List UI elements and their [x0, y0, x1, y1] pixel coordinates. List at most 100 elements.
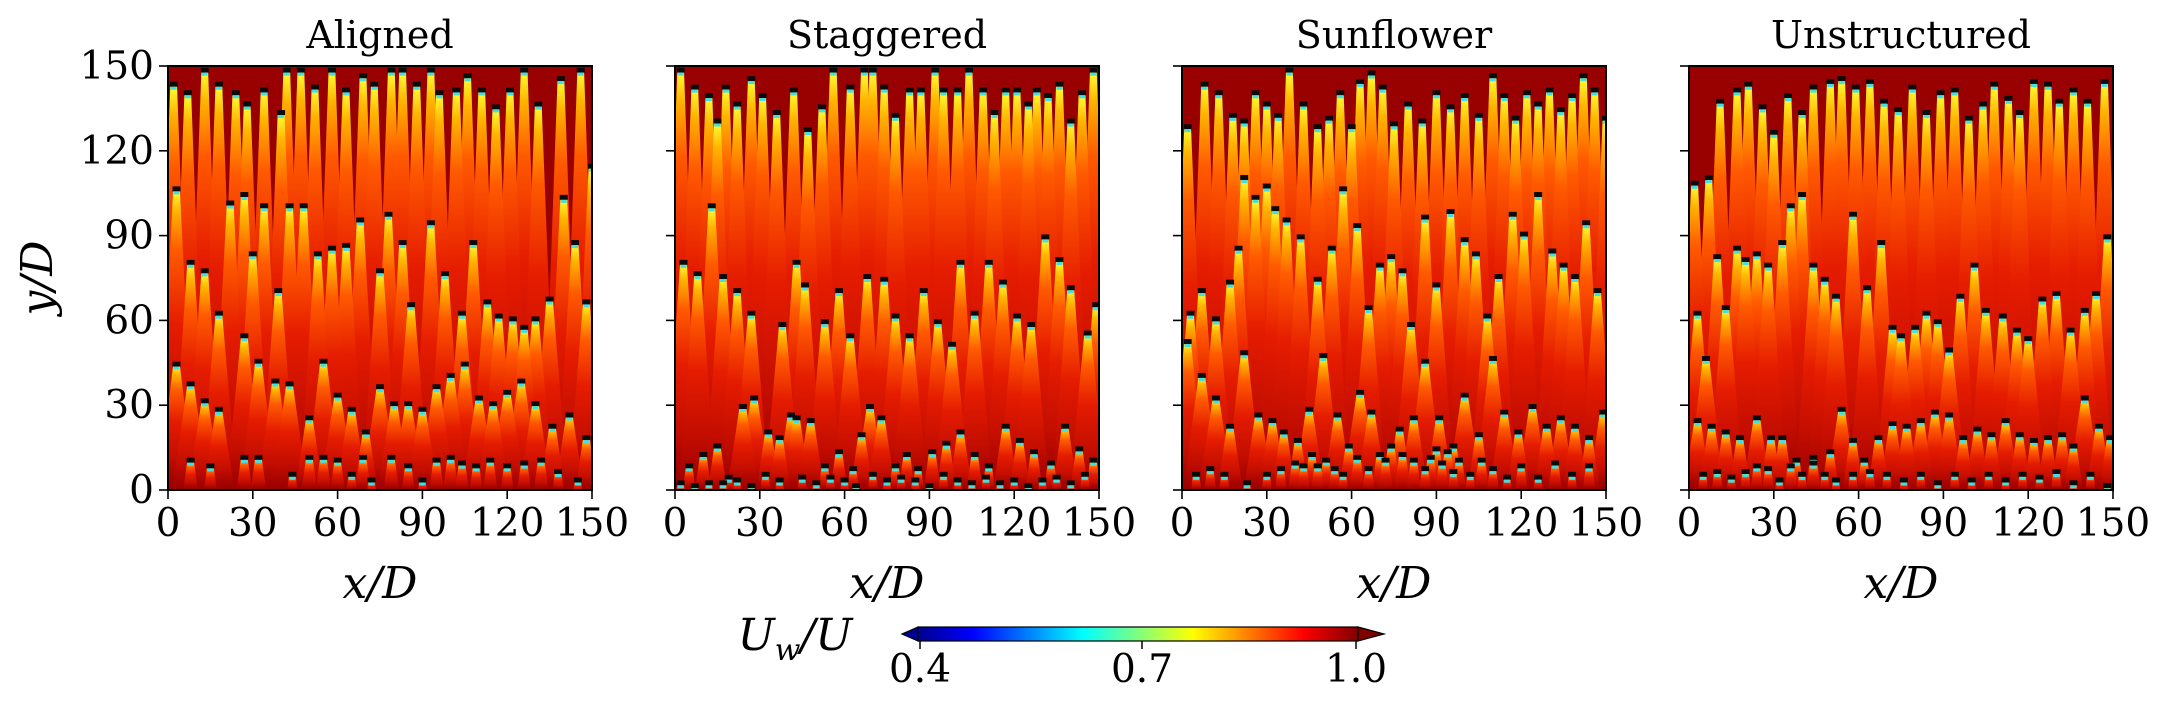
- turbine-rotor-deficit: [917, 92, 924, 96]
- turbine-rotor-deficit: [1028, 327, 1035, 331]
- turbine-rotor-deficit: [184, 95, 191, 99]
- turbine-marker: [911, 477, 920, 483]
- turbine-marker: [866, 404, 875, 410]
- turbine-rotor-deficit: [1691, 185, 1698, 189]
- turbine-marker: [1981, 307, 1990, 313]
- turbine-marker: [491, 104, 500, 110]
- turbine-rotor-deficit: [1306, 411, 1313, 415]
- turbine-marker: [1690, 180, 1699, 186]
- turbine-wake: [315, 458, 332, 490]
- turbine-marker: [1220, 471, 1229, 477]
- turbine-marker: [761, 471, 770, 477]
- turbine-rotor-deficit: [1399, 457, 1406, 461]
- turbine-marker: [1390, 121, 1398, 127]
- turbine-rotor-deficit: [1708, 428, 1715, 432]
- turbine-rotor-deficit: [1235, 250, 1242, 254]
- turbine-marker: [1522, 90, 1531, 96]
- turbine-marker: [1375, 452, 1384, 458]
- turbine-marker: [1713, 254, 1722, 260]
- turbine-marker: [1528, 404, 1537, 410]
- turbine-rotor-deficit: [1207, 471, 1214, 475]
- turbine-marker: [1089, 67, 1098, 73]
- turbine-marker: [370, 81, 379, 87]
- turbine-rotor-deficit: [1586, 440, 1593, 444]
- turbine-marker: [1421, 466, 1430, 472]
- turbine-marker: [1446, 208, 1455, 214]
- turbine-marker: [1055, 257, 1064, 263]
- turbine-wake: [1447, 473, 1459, 490]
- turbine-marker: [1978, 101, 1987, 107]
- turbine-rotor-deficit: [1079, 95, 1086, 99]
- turbine-rotor-deficit: [232, 95, 239, 99]
- wake-field-staggered: [675, 67, 1099, 490]
- turbine-rotor-deficit: [1714, 259, 1721, 263]
- turbine-marker: [1032, 87, 1041, 93]
- turbine-marker: [1826, 449, 1835, 455]
- turbine-marker: [432, 384, 441, 390]
- turbine-wake: [948, 433, 973, 490]
- turbine-marker: [1483, 313, 1492, 319]
- turbine-rotor-deficit: [297, 72, 304, 76]
- turbine-rotor-deficit: [1067, 123, 1074, 127]
- turbine-marker: [806, 418, 815, 424]
- turbine-marker: [964, 67, 973, 73]
- turbine-rotor-deficit: [1591, 92, 1598, 96]
- turbine-marker: [1752, 415, 1761, 421]
- turbine-rotor-deficit: [1334, 417, 1341, 421]
- turbine-rotor-deficit: [334, 397, 341, 401]
- turbine-rotor-deficit: [2101, 83, 2108, 87]
- turbine-rotor-deficit: [1734, 250, 1741, 254]
- turbine-marker: [226, 200, 235, 206]
- turbine-rotor-deficit: [1056, 86, 1063, 90]
- turbine-rotor-deficit: [1314, 468, 1321, 472]
- turbine-rotor-deficit: [1331, 471, 1338, 475]
- turbine-rotor-deficit: [1484, 318, 1491, 322]
- turbine-wake: [476, 405, 510, 490]
- turbine-marker: [1066, 118, 1075, 124]
- turbine-marker: [1197, 288, 1206, 294]
- turbine-marker: [260, 203, 269, 209]
- turbine-rotor-deficit: [1753, 256, 1760, 260]
- turbine-rotor-deficit: [555, 474, 562, 478]
- turbine-marker: [1336, 90, 1345, 96]
- turbine-marker: [834, 449, 843, 455]
- turbine-marker: [1851, 84, 1860, 90]
- turbine-marker: [1945, 412, 1954, 418]
- turbine-marker: [333, 457, 342, 463]
- turbine-marker: [582, 299, 591, 305]
- turbine-rotor-deficit: [1985, 476, 1992, 480]
- turbine-marker: [1418, 118, 1427, 124]
- plot-frame-staggered: [674, 65, 1100, 491]
- turbine-marker: [2018, 471, 2027, 477]
- turbine-rotor-deficit: [1931, 414, 1938, 418]
- turbine-rotor-deficit: [1787, 208, 1794, 212]
- turbine-marker: [1046, 460, 1055, 466]
- turbine-rotor-deficit: [869, 476, 876, 480]
- turbine-rotor-deficit: [1700, 476, 1707, 480]
- turbine-marker: [248, 251, 257, 257]
- turbine-marker: [1582, 220, 1591, 226]
- turbine-rotor-deficit: [787, 417, 794, 421]
- turbine-marker: [1313, 276, 1322, 282]
- turbine-marker: [1211, 316, 1220, 322]
- turbine-rotor-deficit: [173, 191, 180, 195]
- turbine-marker: [928, 449, 937, 455]
- y-ticks-aligned: 0 30 60 90 120 150: [80, 44, 168, 513]
- turbine-marker: [1061, 423, 1070, 429]
- turbine-marker: [1556, 415, 1565, 421]
- turbine-rotor-deficit: [1489, 78, 1496, 82]
- turbine-marker: [285, 203, 294, 209]
- x-tick-label: 30: [1242, 501, 1292, 546]
- turbine-rotor-deficit: [215, 411, 222, 415]
- turbine-marker: [1865, 78, 1874, 84]
- turbine-marker: [803, 127, 812, 133]
- turbine-rotor-deficit: [521, 465, 528, 469]
- turbine-marker: [1707, 423, 1716, 429]
- turbine-marker: [719, 480, 728, 486]
- turbine-marker: [1206, 466, 1215, 472]
- turbine-wake: [679, 275, 716, 490]
- turbine-rotor-deficit: [1337, 95, 1344, 99]
- turbine-wake: [552, 473, 564, 490]
- turbine-rotor-deficit: [2025, 341, 2032, 345]
- turbine-marker: [817, 104, 826, 110]
